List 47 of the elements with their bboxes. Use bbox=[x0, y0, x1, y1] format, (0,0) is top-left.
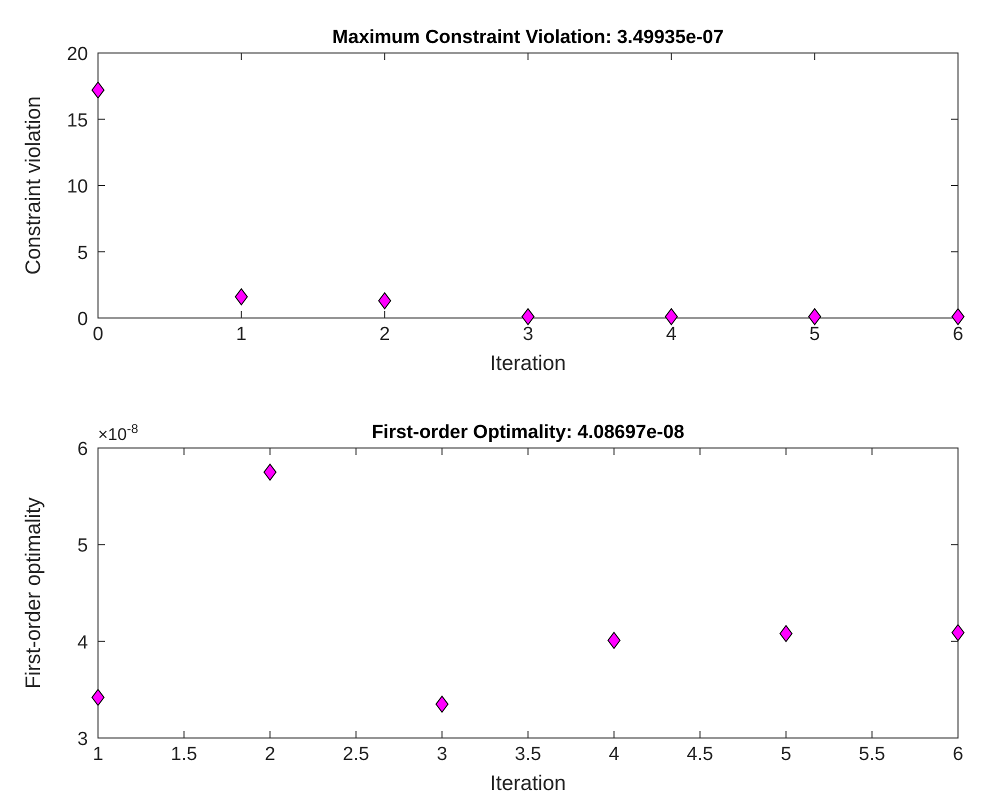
x-tick-label: 1 bbox=[236, 324, 247, 345]
x-axis-title: Iteration bbox=[490, 352, 566, 375]
x-tick-label: 2 bbox=[379, 324, 390, 345]
x-tick-label: 5 bbox=[809, 324, 820, 345]
point bbox=[436, 696, 448, 713]
point bbox=[522, 308, 534, 326]
x-tick-label: 1.5 bbox=[170, 744, 198, 765]
y-axis-title: First-order optimality bbox=[22, 496, 45, 689]
point bbox=[264, 464, 276, 481]
x-tick-label: 5.5 bbox=[858, 744, 886, 765]
x-axis-title: Iteration bbox=[490, 772, 566, 795]
chart-title: First-order Optimality: 4.08697e-08 bbox=[372, 422, 684, 443]
y-tick-label: 0 bbox=[77, 309, 88, 330]
point bbox=[952, 624, 964, 642]
x-tick-label: 4.5 bbox=[686, 744, 714, 765]
x-tick-label: 3 bbox=[522, 324, 534, 345]
x-tick-label: 6 bbox=[952, 744, 964, 765]
y-tick-label: 15 bbox=[66, 110, 88, 132]
x-tick-label: 3 bbox=[436, 744, 448, 765]
point bbox=[234, 288, 248, 306]
point bbox=[808, 308, 822, 326]
y-axis-title: Constraint violation bbox=[22, 96, 45, 275]
y-tick-label: 3 bbox=[77, 729, 88, 750]
point bbox=[92, 82, 104, 99]
point bbox=[608, 632, 620, 649]
x-tick-label: 3.5 bbox=[514, 744, 542, 765]
y-tick-label: 5 bbox=[77, 242, 88, 264]
y-tick-label: 6 bbox=[77, 439, 88, 460]
point bbox=[378, 292, 392, 310]
y-tick-label: 10 bbox=[66, 176, 88, 198]
y-tick-label: 4 bbox=[77, 632, 88, 654]
point bbox=[664, 308, 678, 326]
x-tick-label: 4 bbox=[608, 744, 620, 765]
x-tick-label: 0 bbox=[92, 324, 104, 345]
x-tick-label: 1 bbox=[92, 744, 104, 765]
point bbox=[780, 625, 792, 642]
x-tick-label: 5 bbox=[780, 744, 792, 765]
chart-title: Maximum Constraint Violation: 3.49935e-07 bbox=[332, 27, 724, 48]
x-tick-label: 6 bbox=[952, 324, 964, 345]
point bbox=[952, 308, 964, 326]
y-tick-label: 5 bbox=[77, 536, 88, 557]
x-tick-label: 4 bbox=[666, 324, 678, 345]
x-tick-label: 2.5 bbox=[342, 744, 370, 765]
x-tick-label: 2 bbox=[264, 744, 276, 765]
point bbox=[92, 688, 104, 706]
y-tick-label: 20 bbox=[66, 44, 88, 65]
text: ×10$^{-8}$ bbox=[98, 420, 138, 444]
